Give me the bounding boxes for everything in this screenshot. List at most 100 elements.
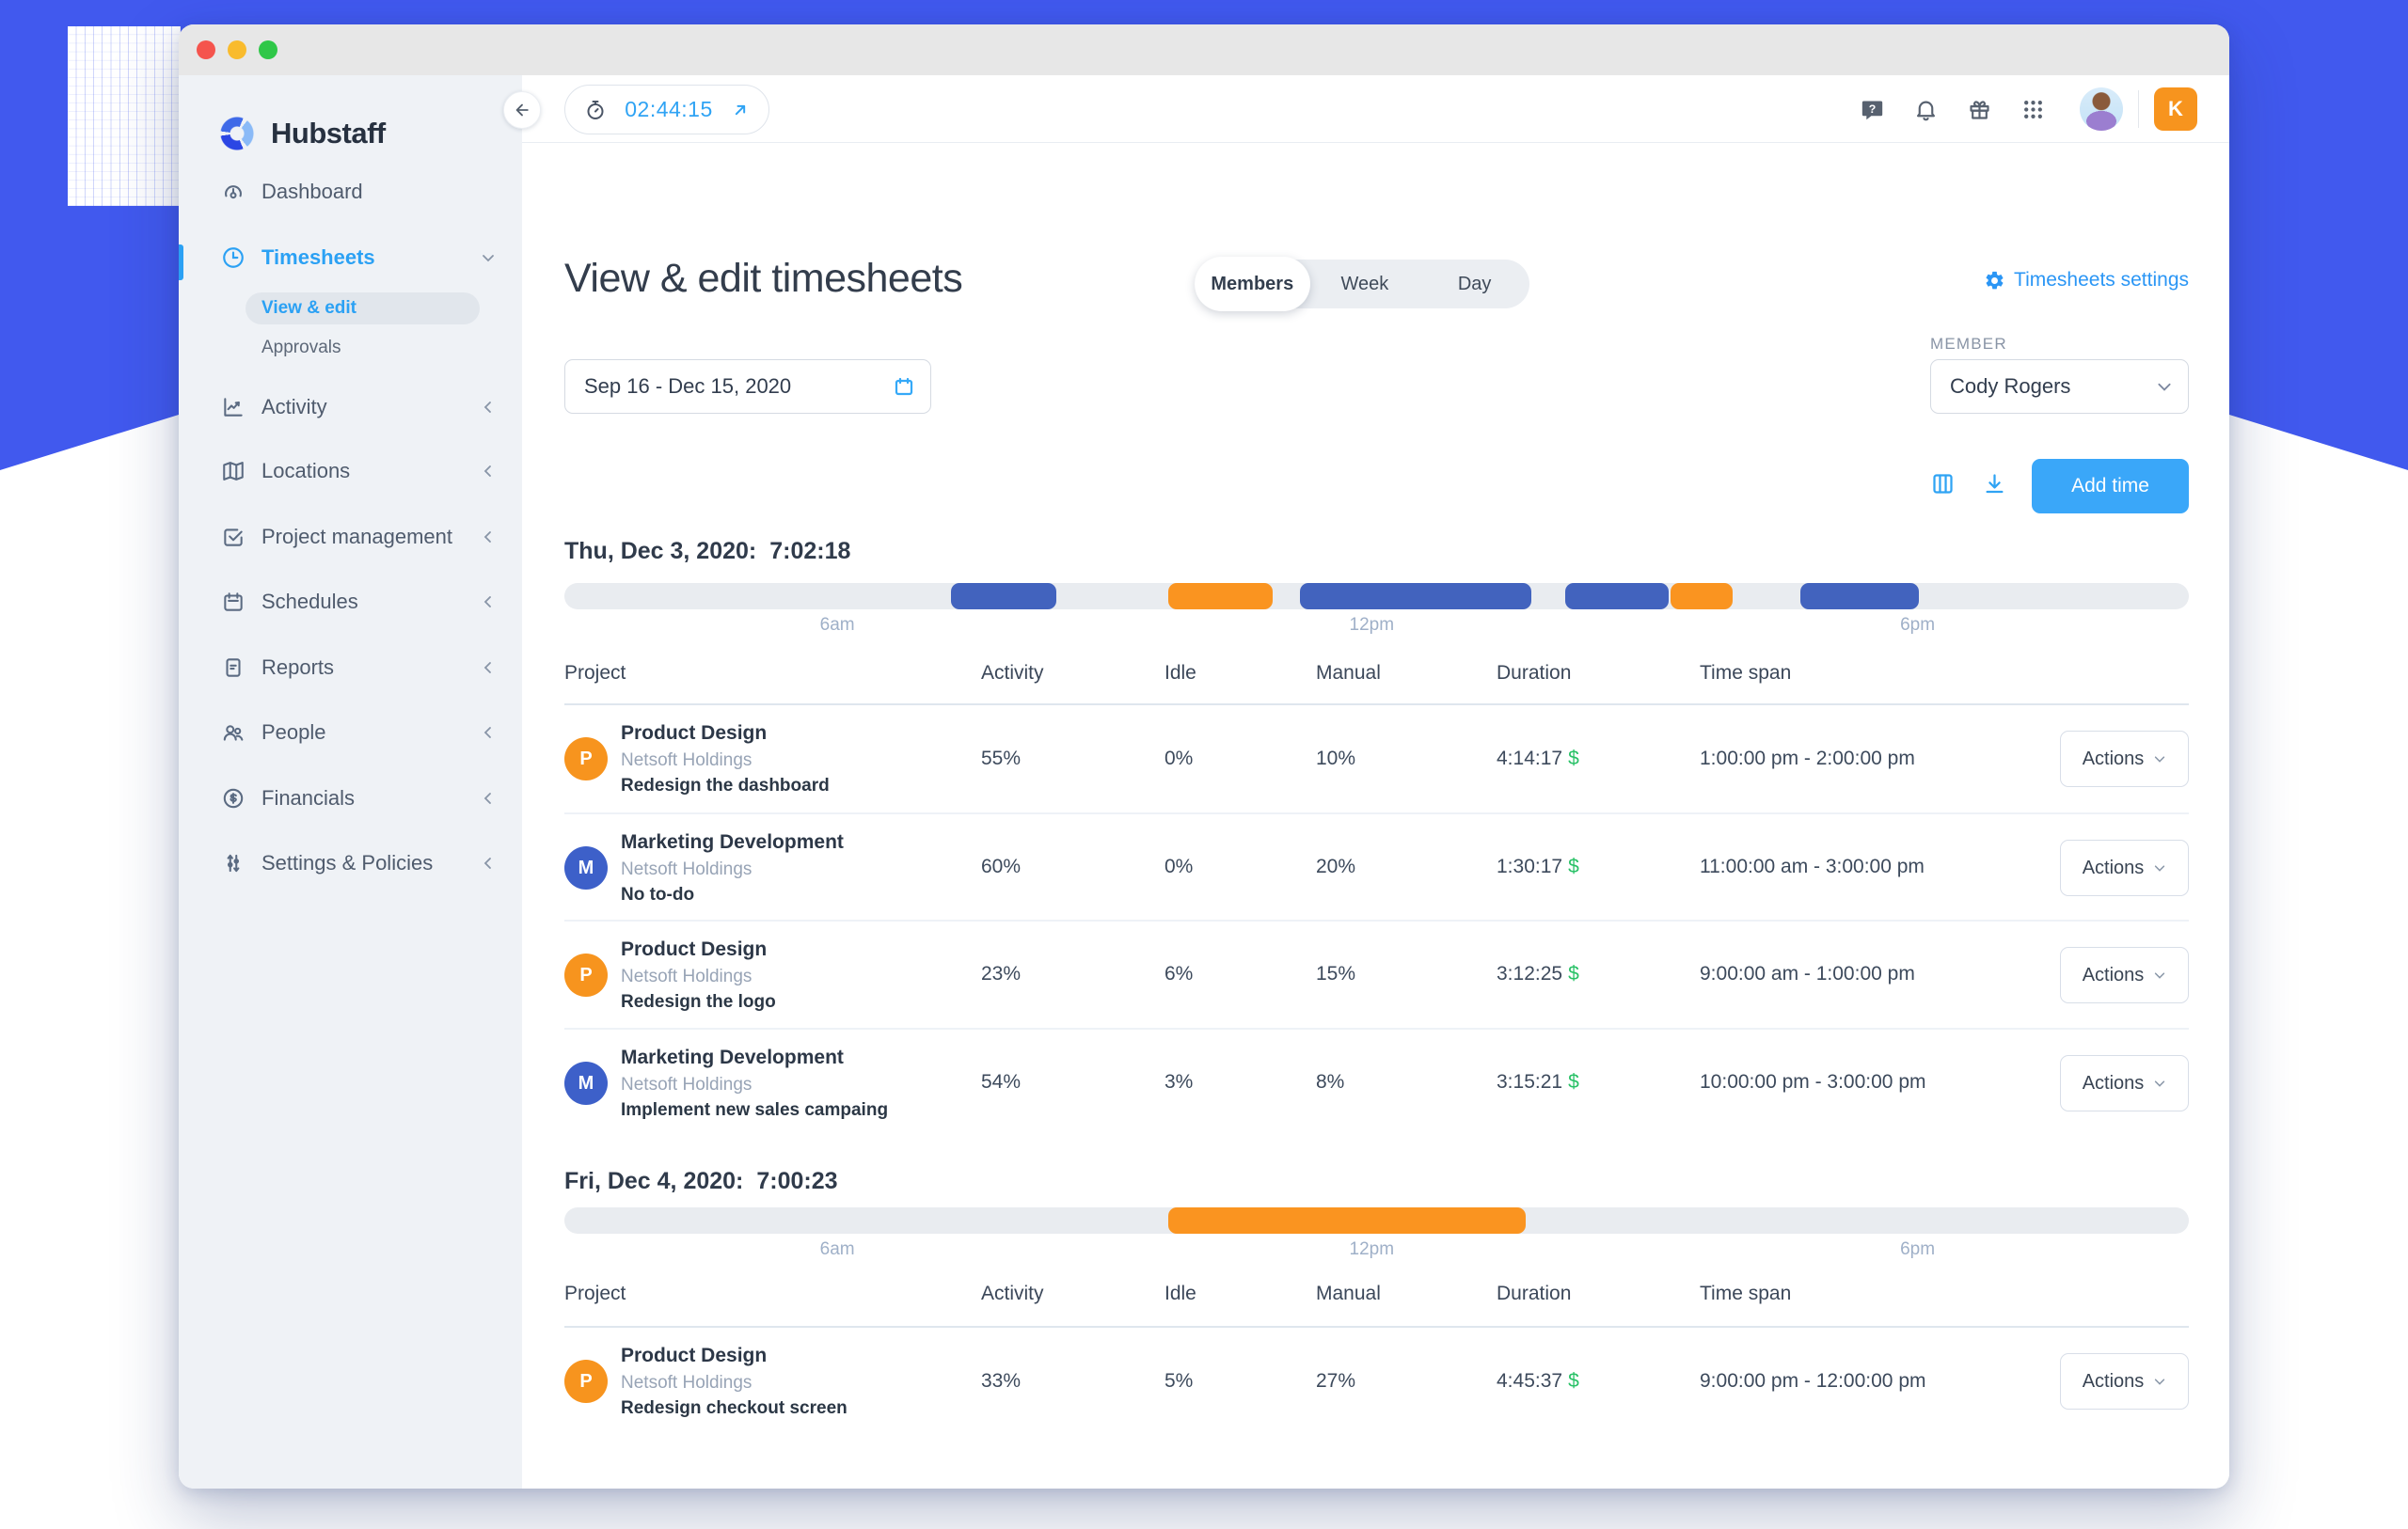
project-name[interactable]: Product Design (621, 938, 768, 960)
sidebar-item-label: Project management (261, 525, 452, 548)
chevron-left-icon (481, 529, 496, 544)
sidebar-item-project-management[interactable]: Project management (179, 514, 522, 560)
collapse-sidebar-button[interactable] (503, 91, 541, 129)
timeline-segment[interactable] (1168, 583, 1273, 609)
day-timeline[interactable] (564, 1207, 2189, 1234)
actions-button[interactable]: Actions (2060, 1353, 2189, 1410)
checkbox-icon (221, 525, 246, 549)
timeline-segment[interactable] (951, 583, 1057, 609)
project-client: Netsoft Holdings (621, 750, 752, 770)
svg-text:?: ? (1869, 102, 1877, 115)
manual-value: 10% (1316, 748, 1356, 769)
background-dots-pattern (68, 26, 181, 206)
project-client: Netsoft Holdings (621, 967, 752, 986)
timeline-segment[interactable] (1671, 583, 1733, 609)
actions-button[interactable]: Actions (2060, 731, 2189, 787)
chevron-down-icon (2158, 383, 2171, 391)
dollar-circle-icon (221, 786, 246, 811)
help-icon[interactable]: ? (1860, 97, 1885, 122)
gift-icon[interactable] (1967, 97, 1992, 122)
chevron-down-icon (481, 250, 496, 265)
user-avatar[interactable] (2080, 87, 2123, 131)
duration-time: 4:14:17 (1497, 748, 1563, 769)
column-header-activity: Activity (981, 662, 1044, 684)
chevron-down-icon (2155, 972, 2165, 979)
sidebar-item-timesheets[interactable]: Timesheets (179, 235, 522, 280)
activity-value: 55% (981, 748, 1022, 769)
timespan-value: 1:00:00 pm - 2:00:00 pm (1700, 748, 1915, 769)
topbar: 02:44:15 ? K (522, 75, 2229, 143)
arrow-up-right-icon[interactable] (731, 101, 750, 119)
app-grid-icon[interactable] (2020, 97, 2046, 122)
page-title: View & edit timesheets (564, 256, 963, 301)
timesheets-settings-link[interactable]: Timesheets settings (1984, 269, 2189, 292)
actions-button[interactable]: Actions (2060, 947, 2189, 1003)
timeline-segment[interactable] (1800, 583, 1920, 609)
activity-value: 54% (981, 1071, 1022, 1093)
duration-value: 3:15:21 $ (1497, 1071, 1579, 1094)
add-time-button[interactable]: Add time (2032, 459, 2189, 513)
activity-chart-icon (221, 395, 246, 419)
timeline-ticks: 6am 12pm 6pm (564, 1239, 2189, 1262)
sidebar-item-schedules[interactable]: Schedules (179, 579, 522, 624)
close-window-button[interactable] (197, 40, 215, 59)
maximize-window-button[interactable] (259, 40, 277, 59)
table-row: P Product Design Netsoft Holdings Redesi… (564, 705, 2189, 812)
download-icon[interactable] (1982, 471, 2007, 497)
minimize-window-button[interactable] (228, 40, 246, 59)
project-name[interactable]: Product Design (621, 722, 768, 744)
table-row: M Marketing Development Netsoft Holdings… (564, 812, 2189, 920)
timeline-segment[interactable] (1300, 583, 1531, 609)
project-name[interactable]: Marketing Development (621, 1047, 844, 1068)
tab-week[interactable]: Week (1340, 273, 1389, 294)
arrow-left-icon (515, 103, 529, 117)
project-client: Netsoft Holdings (621, 1075, 752, 1095)
timeline-segment[interactable] (1168, 1207, 1527, 1234)
manual-value: 27% (1316, 1370, 1356, 1392)
activity-value: 23% (981, 963, 1022, 985)
column-header-project: Project (564, 662, 626, 684)
day-timeline[interactable] (564, 583, 2189, 609)
duration-time: 3:15:21 (1497, 1071, 1563, 1093)
manual-value: 8% (1316, 1071, 1345, 1093)
workspace-badge[interactable]: K (2154, 87, 2197, 131)
timer-widget[interactable]: 02:44:15 (564, 85, 769, 134)
actions-button[interactable]: Actions (2060, 840, 2189, 896)
actions-button[interactable]: Actions (2060, 1055, 2189, 1111)
timeline-tick-label: 12pm (1349, 615, 1395, 635)
sidebar-item-activity[interactable]: Activity (179, 385, 522, 430)
project-todo: No to-do (621, 885, 695, 905)
brand[interactable]: Hubstaff (216, 113, 386, 154)
sidebar-item-reports[interactable]: Reports (179, 645, 522, 690)
sidebar-item-people[interactable]: People (179, 710, 522, 755)
timespan-value: 9:00:00 pm - 12:00:00 pm (1700, 1370, 1926, 1392)
sidebar-subitem-view-edit[interactable]: View & edit (246, 292, 480, 324)
notifications-bell-icon[interactable] (1913, 97, 1939, 122)
timer-value: 02:44:15 (625, 97, 713, 121)
sidebar-item-dashboard[interactable]: Dashboard (179, 169, 522, 214)
timeline-tick-label: 6am (819, 615, 855, 635)
project-name[interactable]: Product Design (621, 1345, 768, 1366)
member-select[interactable]: Cody Rogers (1930, 359, 2189, 414)
sidebar-item-financials[interactable]: Financials (179, 776, 522, 821)
project-name[interactable]: Marketing Development (621, 831, 844, 853)
table-header-divider (564, 1326, 2189, 1328)
tab-day[interactable]: Day (1457, 273, 1492, 294)
sidebar-item-locations[interactable]: Locations (179, 449, 522, 494)
columns-icon[interactable] (1930, 471, 1956, 497)
sidebar-item-settings-policies[interactable]: Settings & Policies (179, 841, 522, 886)
document-icon (221, 655, 246, 680)
idle-value: 0% (1164, 748, 1194, 769)
duration-value: 4:45:37 $ (1497, 1370, 1579, 1393)
idle-value: 3% (1164, 1071, 1194, 1093)
date-range-picker[interactable]: Sep 16 - Dec 15, 2020 (564, 359, 931, 414)
timeline-segment[interactable] (1564, 583, 1670, 609)
sidebar-item-label: Timesheets (261, 245, 375, 269)
tab-members[interactable]: Members (1195, 257, 1310, 311)
map-icon (221, 459, 246, 483)
actions-label: Actions (2082, 964, 2145, 985)
sidebar-subitem-approvals[interactable]: Approvals (261, 338, 341, 358)
view-tabs: Members Week Day (1195, 257, 1529, 311)
chevron-down-icon (2155, 756, 2165, 763)
project-avatar: P (564, 954, 608, 997)
